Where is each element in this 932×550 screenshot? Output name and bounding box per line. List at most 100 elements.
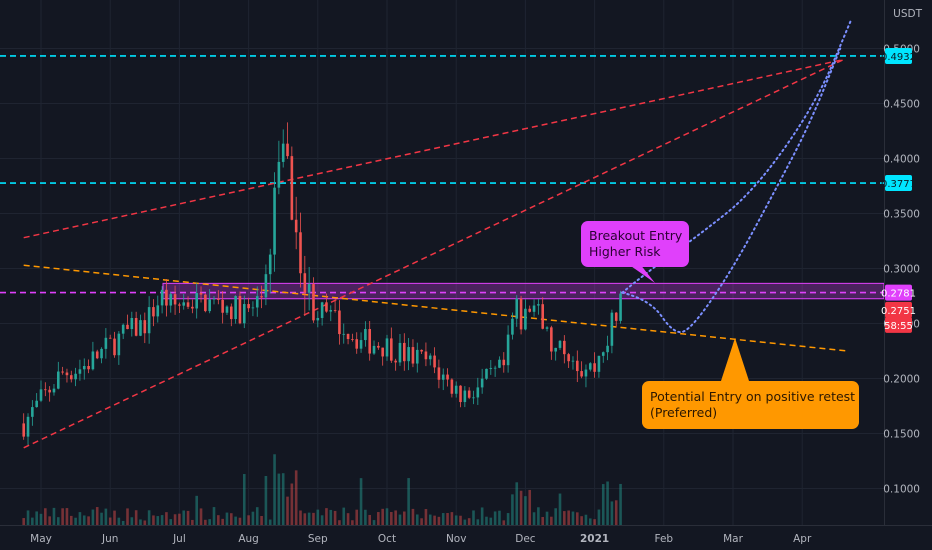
time-tick-label: Jul bbox=[172, 533, 186, 545]
volume-bar bbox=[108, 517, 112, 525]
volume-bar bbox=[320, 515, 324, 525]
volume-bar bbox=[554, 508, 557, 525]
candle-body bbox=[247, 304, 250, 309]
volume-bar bbox=[377, 512, 380, 525]
level-price-label-bg bbox=[885, 47, 912, 64]
price-tick-label: 0.1500 bbox=[883, 429, 920, 441]
candle-body bbox=[173, 294, 177, 305]
candle-body bbox=[441, 374, 445, 380]
volume-bar bbox=[541, 516, 544, 525]
candle-body bbox=[576, 360, 579, 372]
volume-bar bbox=[498, 510, 501, 525]
candle-body bbox=[480, 378, 484, 388]
volume-bar bbox=[121, 520, 125, 525]
candle-body bbox=[238, 296, 242, 324]
volume-bar bbox=[351, 520, 354, 525]
candle-body bbox=[342, 333, 346, 335]
volume-bar bbox=[147, 510, 151, 525]
price-tick-label: 0.4500 bbox=[883, 99, 920, 111]
candle-body bbox=[39, 389, 43, 401]
volume-bar bbox=[550, 516, 553, 525]
candle-body bbox=[472, 397, 475, 399]
candle-body bbox=[69, 375, 73, 380]
breakout-callout bbox=[581, 221, 689, 267]
time-tick-label: Dec bbox=[515, 533, 536, 545]
candle-body bbox=[498, 359, 501, 368]
time-tick-label: Feb bbox=[655, 533, 674, 545]
candle-body bbox=[255, 296, 259, 308]
candle-body bbox=[260, 296, 263, 298]
candle-body bbox=[191, 306, 194, 309]
volume-bar bbox=[558, 493, 562, 525]
volume-bar bbox=[433, 515, 436, 525]
candle-body bbox=[511, 318, 514, 335]
price-tick-label: 0.4000 bbox=[883, 154, 920, 166]
candle-body bbox=[268, 254, 272, 275]
volume-bar bbox=[524, 496, 527, 525]
volume-bar bbox=[186, 510, 190, 525]
horizontal-levels[interactable] bbox=[0, 55, 884, 294]
volume-bar bbox=[191, 519, 194, 525]
candle-body bbox=[372, 345, 376, 354]
time-tick-label: Sep bbox=[308, 533, 328, 545]
volume-bar bbox=[208, 519, 211, 525]
volume-bar bbox=[294, 470, 298, 525]
candle-body bbox=[588, 363, 592, 370]
volume-bar bbox=[459, 515, 462, 525]
volume-bar bbox=[610, 501, 614, 525]
candle-body bbox=[217, 298, 220, 300]
volume-bar bbox=[91, 509, 95, 525]
volume-bar bbox=[78, 512, 82, 525]
resistance-zone bbox=[162, 282, 885, 300]
time-axis[interactable]: May Jun Jul Aug Sep Oct Nov Dec 2021 Feb Mar Apr bbox=[0, 525, 932, 546]
volume-bar bbox=[61, 508, 64, 525]
candle-body bbox=[35, 400, 38, 408]
volume-bar bbox=[242, 474, 246, 525]
volume-bar bbox=[593, 519, 596, 525]
candle-body bbox=[299, 232, 302, 274]
volume-bar bbox=[329, 509, 333, 525]
candle-body bbox=[502, 359, 506, 366]
volume-bar bbox=[82, 515, 86, 525]
candle-body bbox=[156, 305, 160, 317]
candle-body bbox=[571, 360, 575, 362]
candle-body bbox=[485, 368, 488, 379]
volume-bar bbox=[178, 513, 181, 525]
volume-bar bbox=[152, 515, 155, 525]
volume-bar bbox=[390, 512, 393, 525]
candle-body bbox=[22, 423, 25, 437]
level-price-label-text: 0.2781 bbox=[881, 289, 916, 300]
candle-body bbox=[57, 371, 60, 389]
volume-bar bbox=[130, 517, 134, 525]
candle-body bbox=[273, 187, 276, 255]
trendlines[interactable] bbox=[23, 58, 848, 449]
candle-body bbox=[398, 342, 402, 363]
volume-bar bbox=[394, 510, 397, 525]
candle-body bbox=[230, 306, 233, 320]
candle-body bbox=[130, 318, 134, 330]
volume-bar bbox=[403, 511, 406, 525]
candle-body bbox=[221, 299, 224, 313]
volume-bar bbox=[260, 515, 263, 525]
candle-body bbox=[567, 354, 570, 362]
volume-bar bbox=[303, 513, 307, 525]
volume-bar bbox=[563, 511, 566, 525]
volume-bar bbox=[619, 483, 622, 525]
currency-label[interactable]: USDT bbox=[893, 8, 922, 20]
candle-body bbox=[433, 355, 436, 368]
retest-callout-pointer bbox=[720, 338, 750, 384]
volume-bar bbox=[286, 496, 289, 525]
candle-body bbox=[182, 302, 186, 306]
volume-bar bbox=[472, 510, 475, 525]
volume-bar bbox=[35, 511, 38, 525]
volume-bar bbox=[411, 508, 415, 525]
volume-bar bbox=[325, 508, 328, 525]
price-tick-label: 0.2000 bbox=[883, 374, 920, 386]
price-axis[interactable]: USDT 0.50000.45000.40000.35000.30000.250… bbox=[883, 0, 932, 525]
volume-bar bbox=[299, 510, 302, 525]
candle-body bbox=[459, 385, 462, 403]
volume-bar bbox=[139, 519, 142, 525]
